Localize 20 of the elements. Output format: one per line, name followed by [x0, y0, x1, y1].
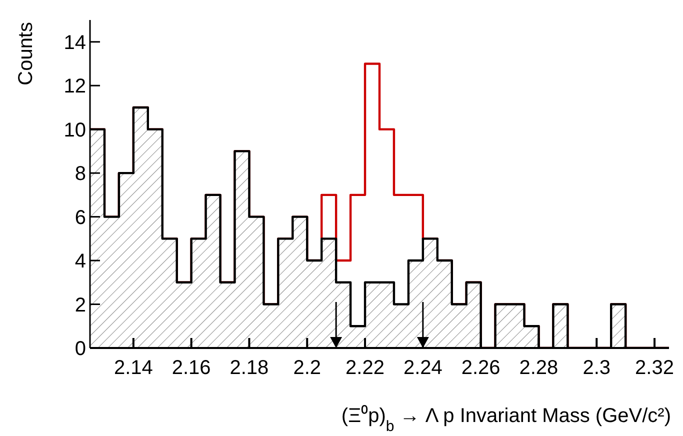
- y-tick-label: 12: [64, 76, 86, 98]
- y-axis-title: Counts: [15, 22, 37, 86]
- x-axis-title: (Ξ⁰p)$_{b}$ → Λ p Invariant Mass (GeV/c²): [341, 404, 671, 434]
- y-tick-label: 4: [74, 250, 86, 273]
- y-tick-label: 10: [64, 119, 86, 142]
- y-tick-label: 0: [74, 338, 86, 360]
- x-tick-label: 2.32: [635, 357, 674, 380]
- y-tick-label: 14: [64, 32, 86, 54]
- x-tick-label: 2.16: [172, 357, 211, 380]
- y-tick-label: 6: [74, 206, 86, 229]
- y-tick-label: 8: [74, 163, 86, 186]
- x-tick-label: 2.22: [346, 357, 384, 380]
- x-tick-label: 2.24: [403, 357, 442, 380]
- x-tick-label: 2.26: [461, 357, 500, 380]
- y-tick-label: 2: [74, 294, 86, 316]
- x-tick-label: 2.3: [582, 357, 611, 380]
- x-tick-label: 2.14: [114, 357, 153, 380]
- x-tick-label: 2.2: [293, 357, 322, 380]
- x-tick-label: 2.18: [230, 357, 269, 380]
- x-tick-label: 2.28: [519, 357, 558, 380]
